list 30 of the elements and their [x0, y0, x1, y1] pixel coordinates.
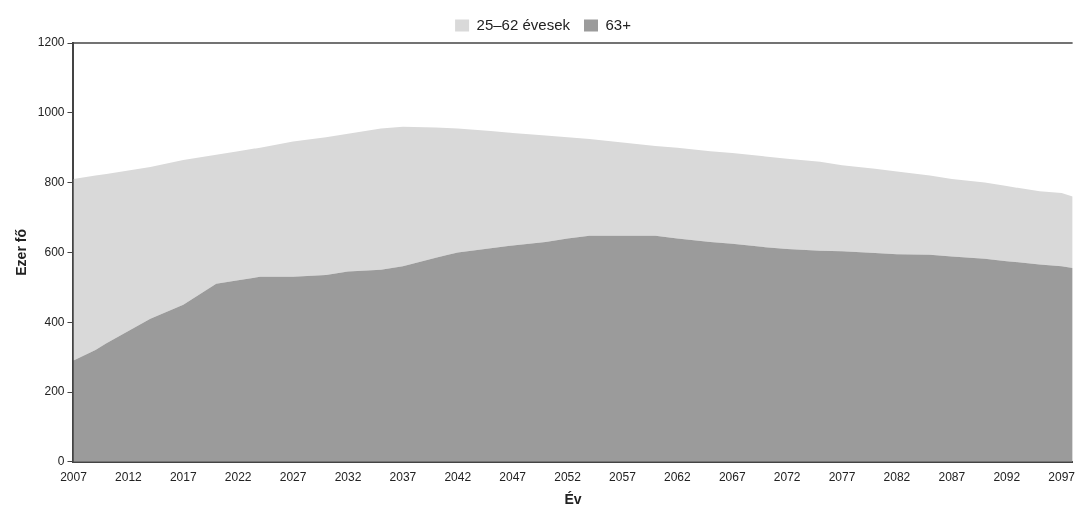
- y-tick-label: 1000: [37, 105, 65, 120]
- y-axis-title: Ezer fő: [13, 229, 30, 276]
- y-tick-label: 600: [44, 244, 65, 259]
- x-tick-label: 2052: [554, 470, 582, 485]
- x-tick-label: 2012: [115, 470, 143, 485]
- y-tick-label: 200: [44, 384, 65, 399]
- x-tick-label: 2032: [334, 470, 362, 485]
- y-tick-label: 800: [44, 174, 65, 189]
- x-axis-title: Év: [564, 491, 582, 508]
- x-tick-label: 2067: [718, 470, 746, 485]
- x-tick-label: 2087: [938, 470, 966, 485]
- legend-label: 63+: [605, 15, 632, 33]
- y-tick-label: 0: [57, 454, 65, 469]
- x-tick-label: 2082: [883, 470, 911, 485]
- legend-label: 25–62 évesek: [476, 15, 571, 33]
- x-tick-label: 2037: [389, 470, 417, 485]
- x-tick-label: 2022: [224, 470, 252, 485]
- y-tick-label: 1200: [37, 35, 65, 50]
- x-tick-label: 2007: [60, 470, 88, 485]
- x-tick-label: 2042: [444, 470, 472, 485]
- x-tick-label: 2047: [499, 470, 527, 485]
- x-tick-label: 2092: [993, 470, 1021, 485]
- x-tick-label: 2017: [169, 470, 197, 485]
- x-tick-label: 2077: [828, 470, 856, 485]
- y-tick-label: 400: [44, 314, 65, 329]
- x-tick-label: 2057: [609, 470, 637, 485]
- x-tick-label: 2027: [279, 470, 307, 485]
- x-tick-label: 2097: [1048, 470, 1076, 485]
- x-tick-label: 2062: [664, 470, 692, 485]
- x-tick-label: 2072: [773, 470, 801, 485]
